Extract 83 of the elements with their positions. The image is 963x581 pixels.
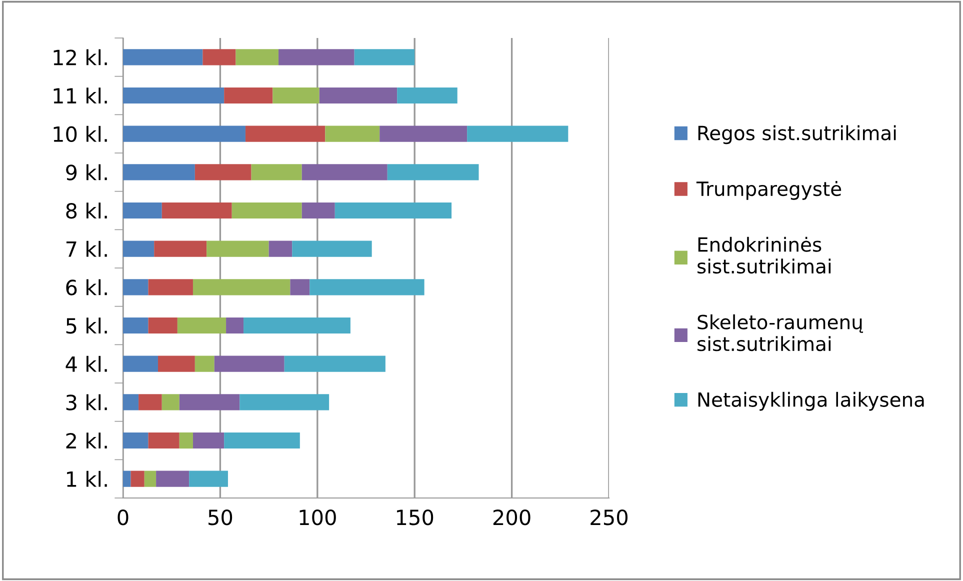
y-tick-label: 8 kl.	[66, 202, 107, 219]
bar	[278, 49, 354, 66]
y-tick-label: 7 kl.	[66, 240, 107, 257]
bar	[154, 240, 207, 257]
bar	[202, 49, 236, 66]
y-tick-label: 5 kl.	[66, 318, 107, 334]
bar	[162, 202, 232, 219]
legend-label: Netaisyklinga laikysena	[698, 392, 924, 411]
bar	[240, 394, 330, 410]
bar	[334, 202, 452, 219]
bar	[123, 240, 154, 257]
bar	[380, 126, 468, 142]
x-tick-label: 100	[300, 509, 336, 526]
y-tick-label: 2 kl.	[66, 432, 107, 448]
bar	[158, 356, 195, 372]
x-tick-label: 150	[397, 509, 434, 526]
bar	[123, 202, 162, 219]
bar	[224, 87, 273, 104]
bar	[284, 356, 386, 372]
bar	[354, 49, 415, 66]
bar	[206, 240, 269, 257]
bar	[123, 164, 195, 180]
legend-label: Regos sist.sutrikimai	[698, 125, 896, 144]
bar	[290, 279, 310, 296]
y-tick-label: 9 kl.	[66, 164, 107, 180]
bar	[387, 164, 479, 180]
y-tick-label: 4 kl.	[66, 356, 107, 372]
x-tick-label: 0	[118, 509, 128, 526]
bar	[162, 394, 180, 410]
bar	[123, 394, 139, 410]
bar	[319, 87, 398, 104]
bar	[148, 279, 193, 296]
bar	[130, 470, 144, 487]
bar	[148, 317, 178, 334]
bar	[226, 317, 244, 334]
x-tick-label: 200	[493, 509, 530, 526]
bar	[148, 432, 180, 449]
bar	[123, 126, 246, 142]
bar	[123, 356, 158, 372]
bar	[310, 279, 424, 296]
bar	[232, 202, 302, 219]
bar	[123, 317, 148, 334]
y-tick-label: 10 kl.	[54, 126, 107, 142]
bar	[179, 394, 240, 410]
bar	[192, 279, 290, 296]
y-tick-label: 1 kl.	[67, 470, 107, 487]
bar	[292, 240, 372, 257]
bar	[224, 432, 300, 449]
legend-label: Endokrininės sist.sutrikimai	[698, 236, 831, 274]
bar	[138, 394, 162, 410]
bar	[251, 164, 302, 180]
bar	[194, 356, 214, 372]
x-tick-label: 50	[208, 509, 232, 526]
bar	[325, 126, 380, 142]
bar	[214, 356, 284, 372]
bar	[156, 470, 190, 487]
y-tick-label: 12 kl.	[54, 49, 107, 66]
bar	[123, 432, 148, 449]
bar	[179, 432, 193, 449]
legend-label: Trumparegystė	[696, 181, 842, 200]
legend-label: Skeleto-raumenų sist.sutrikimai	[698, 314, 863, 352]
bar	[123, 87, 224, 104]
bar	[244, 317, 350, 334]
bar	[302, 164, 388, 180]
bar	[467, 126, 568, 142]
bar	[302, 202, 335, 219]
bar	[123, 279, 148, 296]
bar	[144, 470, 156, 487]
bar	[189, 470, 228, 487]
bar	[194, 164, 252, 180]
bar	[123, 470, 131, 487]
bar	[268, 240, 292, 257]
bar	[192, 432, 224, 449]
bar	[272, 87, 320, 104]
y-tick-label: 6 kl.	[66, 279, 107, 296]
bar	[123, 49, 203, 66]
bar	[177, 317, 226, 334]
bar	[397, 87, 458, 104]
bar	[236, 49, 279, 66]
x-tick-label: 250	[590, 509, 628, 526]
y-tick-label: 11 kl.	[54, 88, 107, 104]
bar	[245, 126, 326, 142]
y-tick-label: 3 kl.	[66, 394, 107, 410]
